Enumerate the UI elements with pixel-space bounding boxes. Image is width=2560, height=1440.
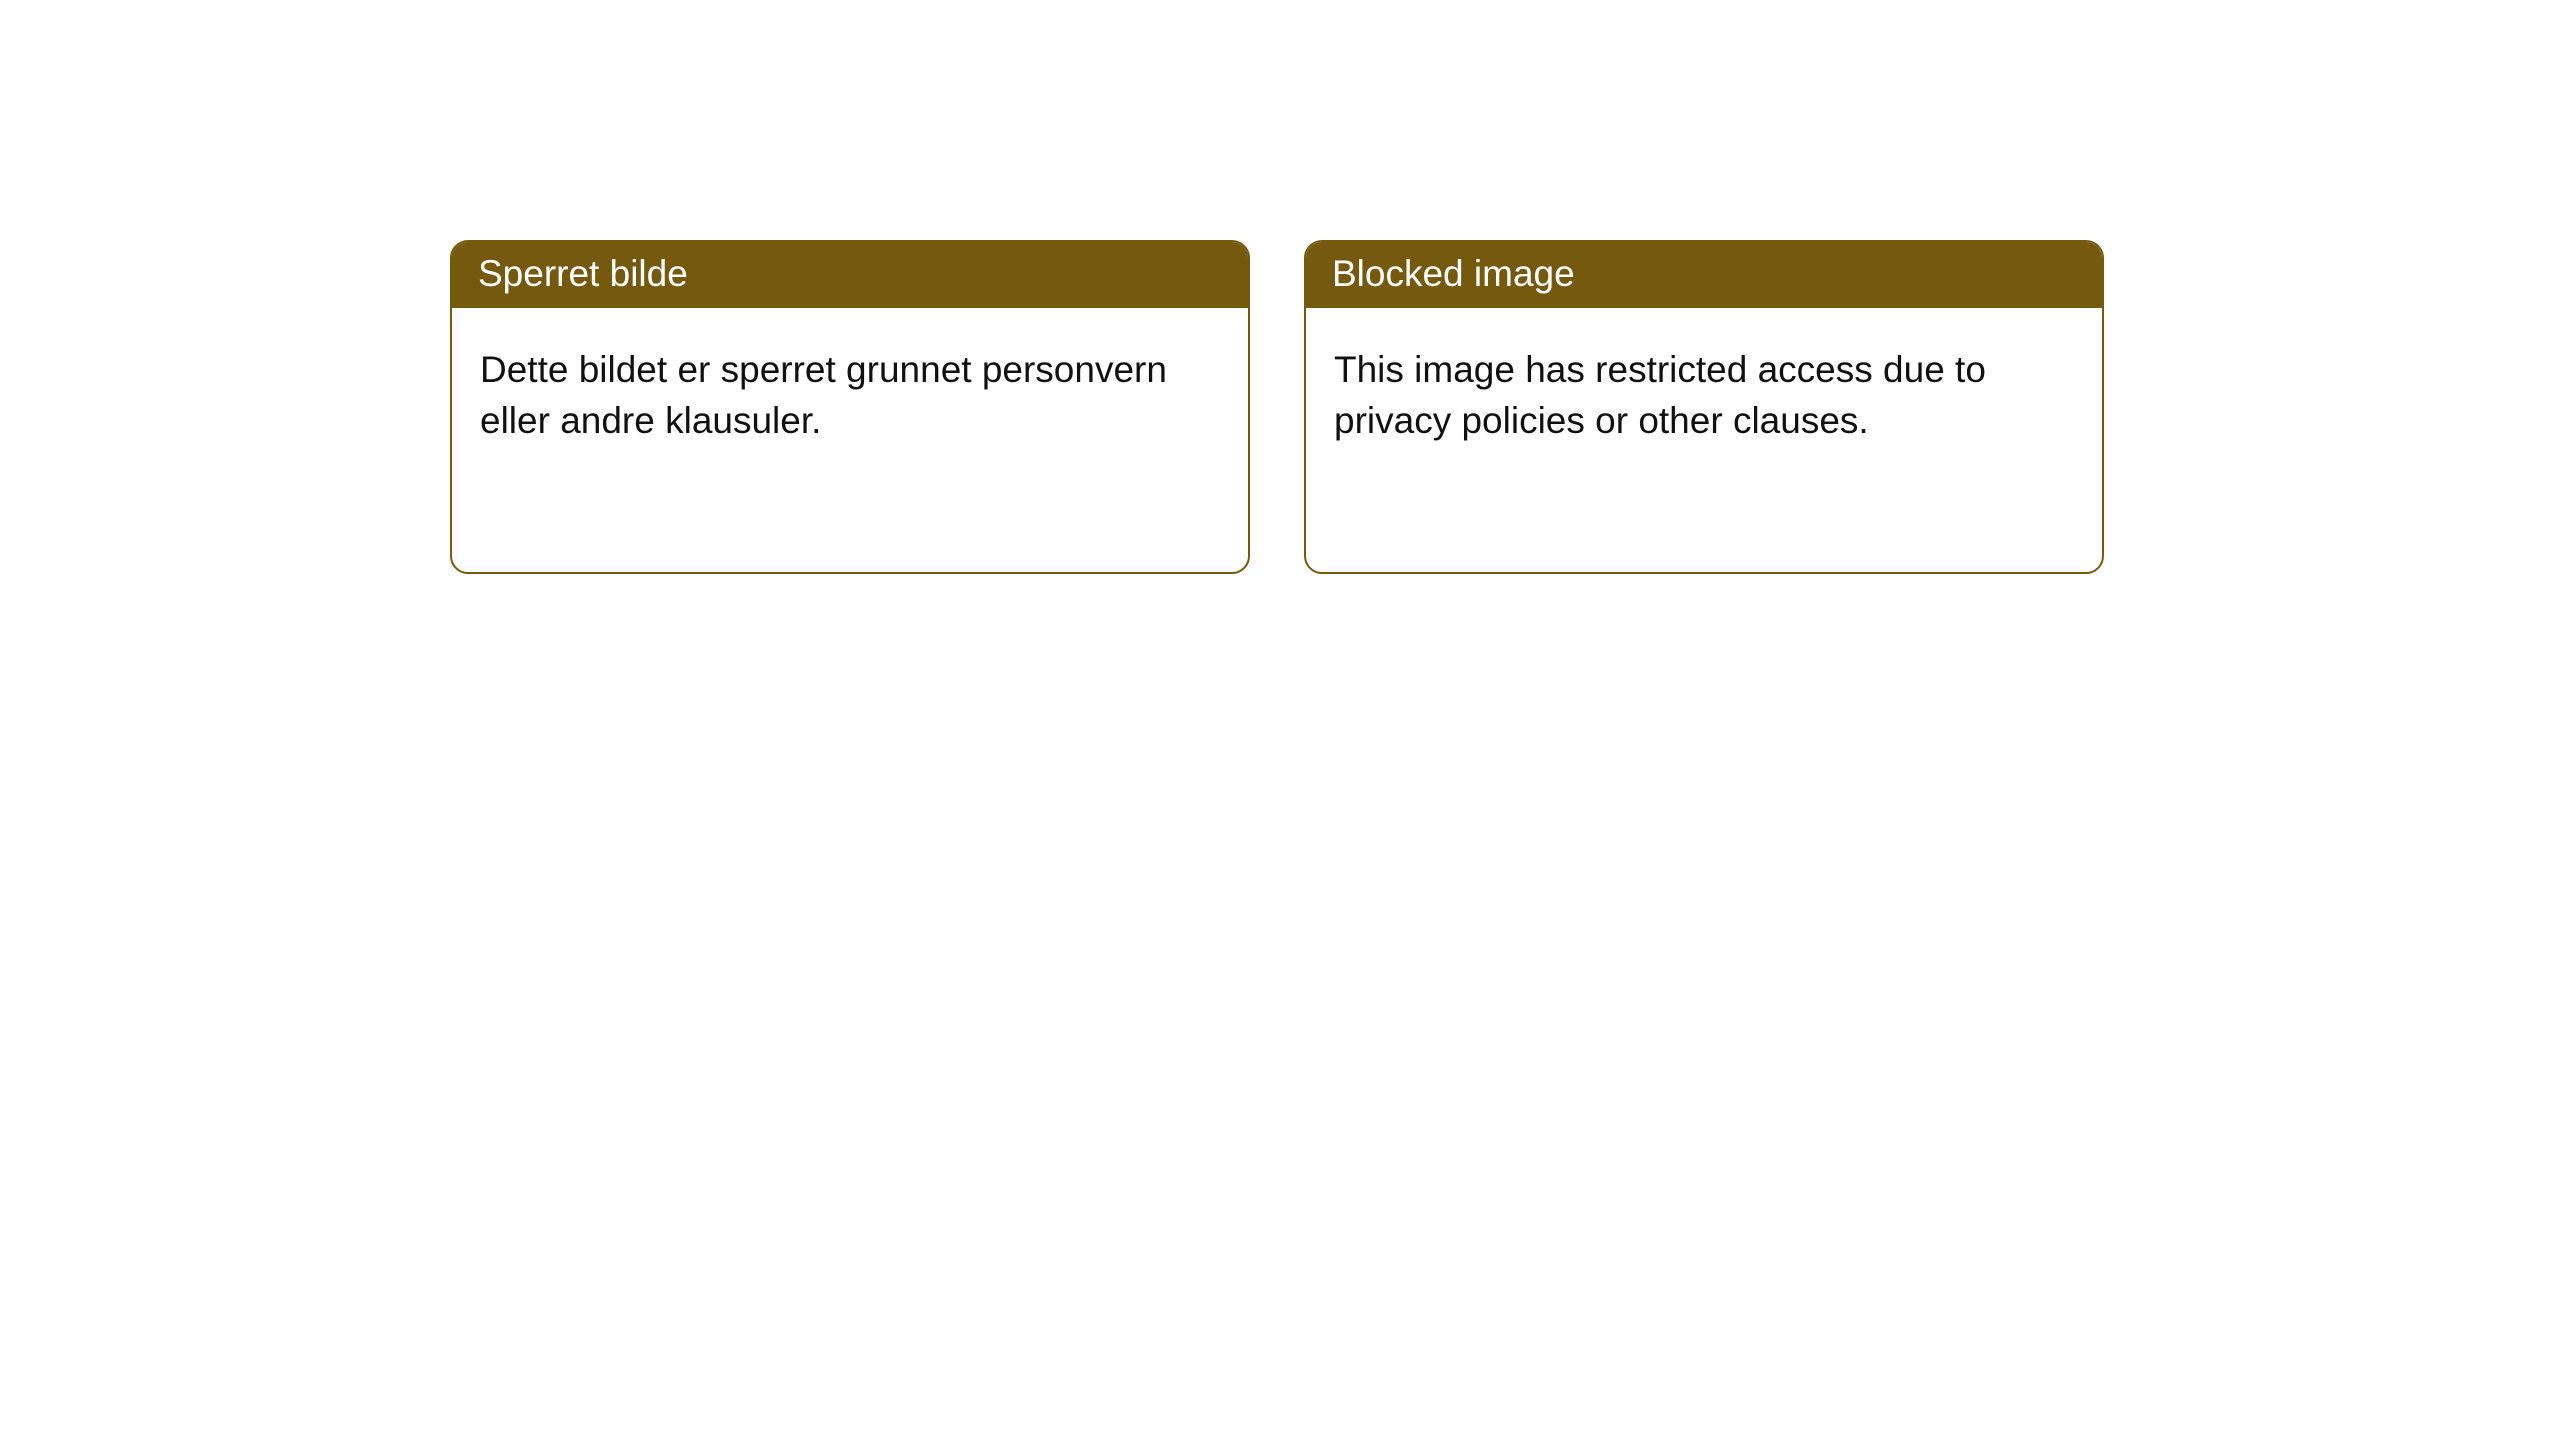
panel-body-english: This image has restricted access due to …	[1306, 308, 2102, 482]
blocked-image-notice-container: Sperret bilde Dette bildet er sperret gr…	[0, 0, 2560, 574]
panel-english: Blocked image This image has restricted …	[1304, 240, 2104, 574]
panel-norwegian: Sperret bilde Dette bildet er sperret gr…	[450, 240, 1250, 574]
panel-header-english: Blocked image	[1306, 242, 2102, 308]
panel-body-norwegian: Dette bildet er sperret grunnet personve…	[452, 308, 1248, 482]
panel-header-norwegian: Sperret bilde	[452, 242, 1248, 308]
